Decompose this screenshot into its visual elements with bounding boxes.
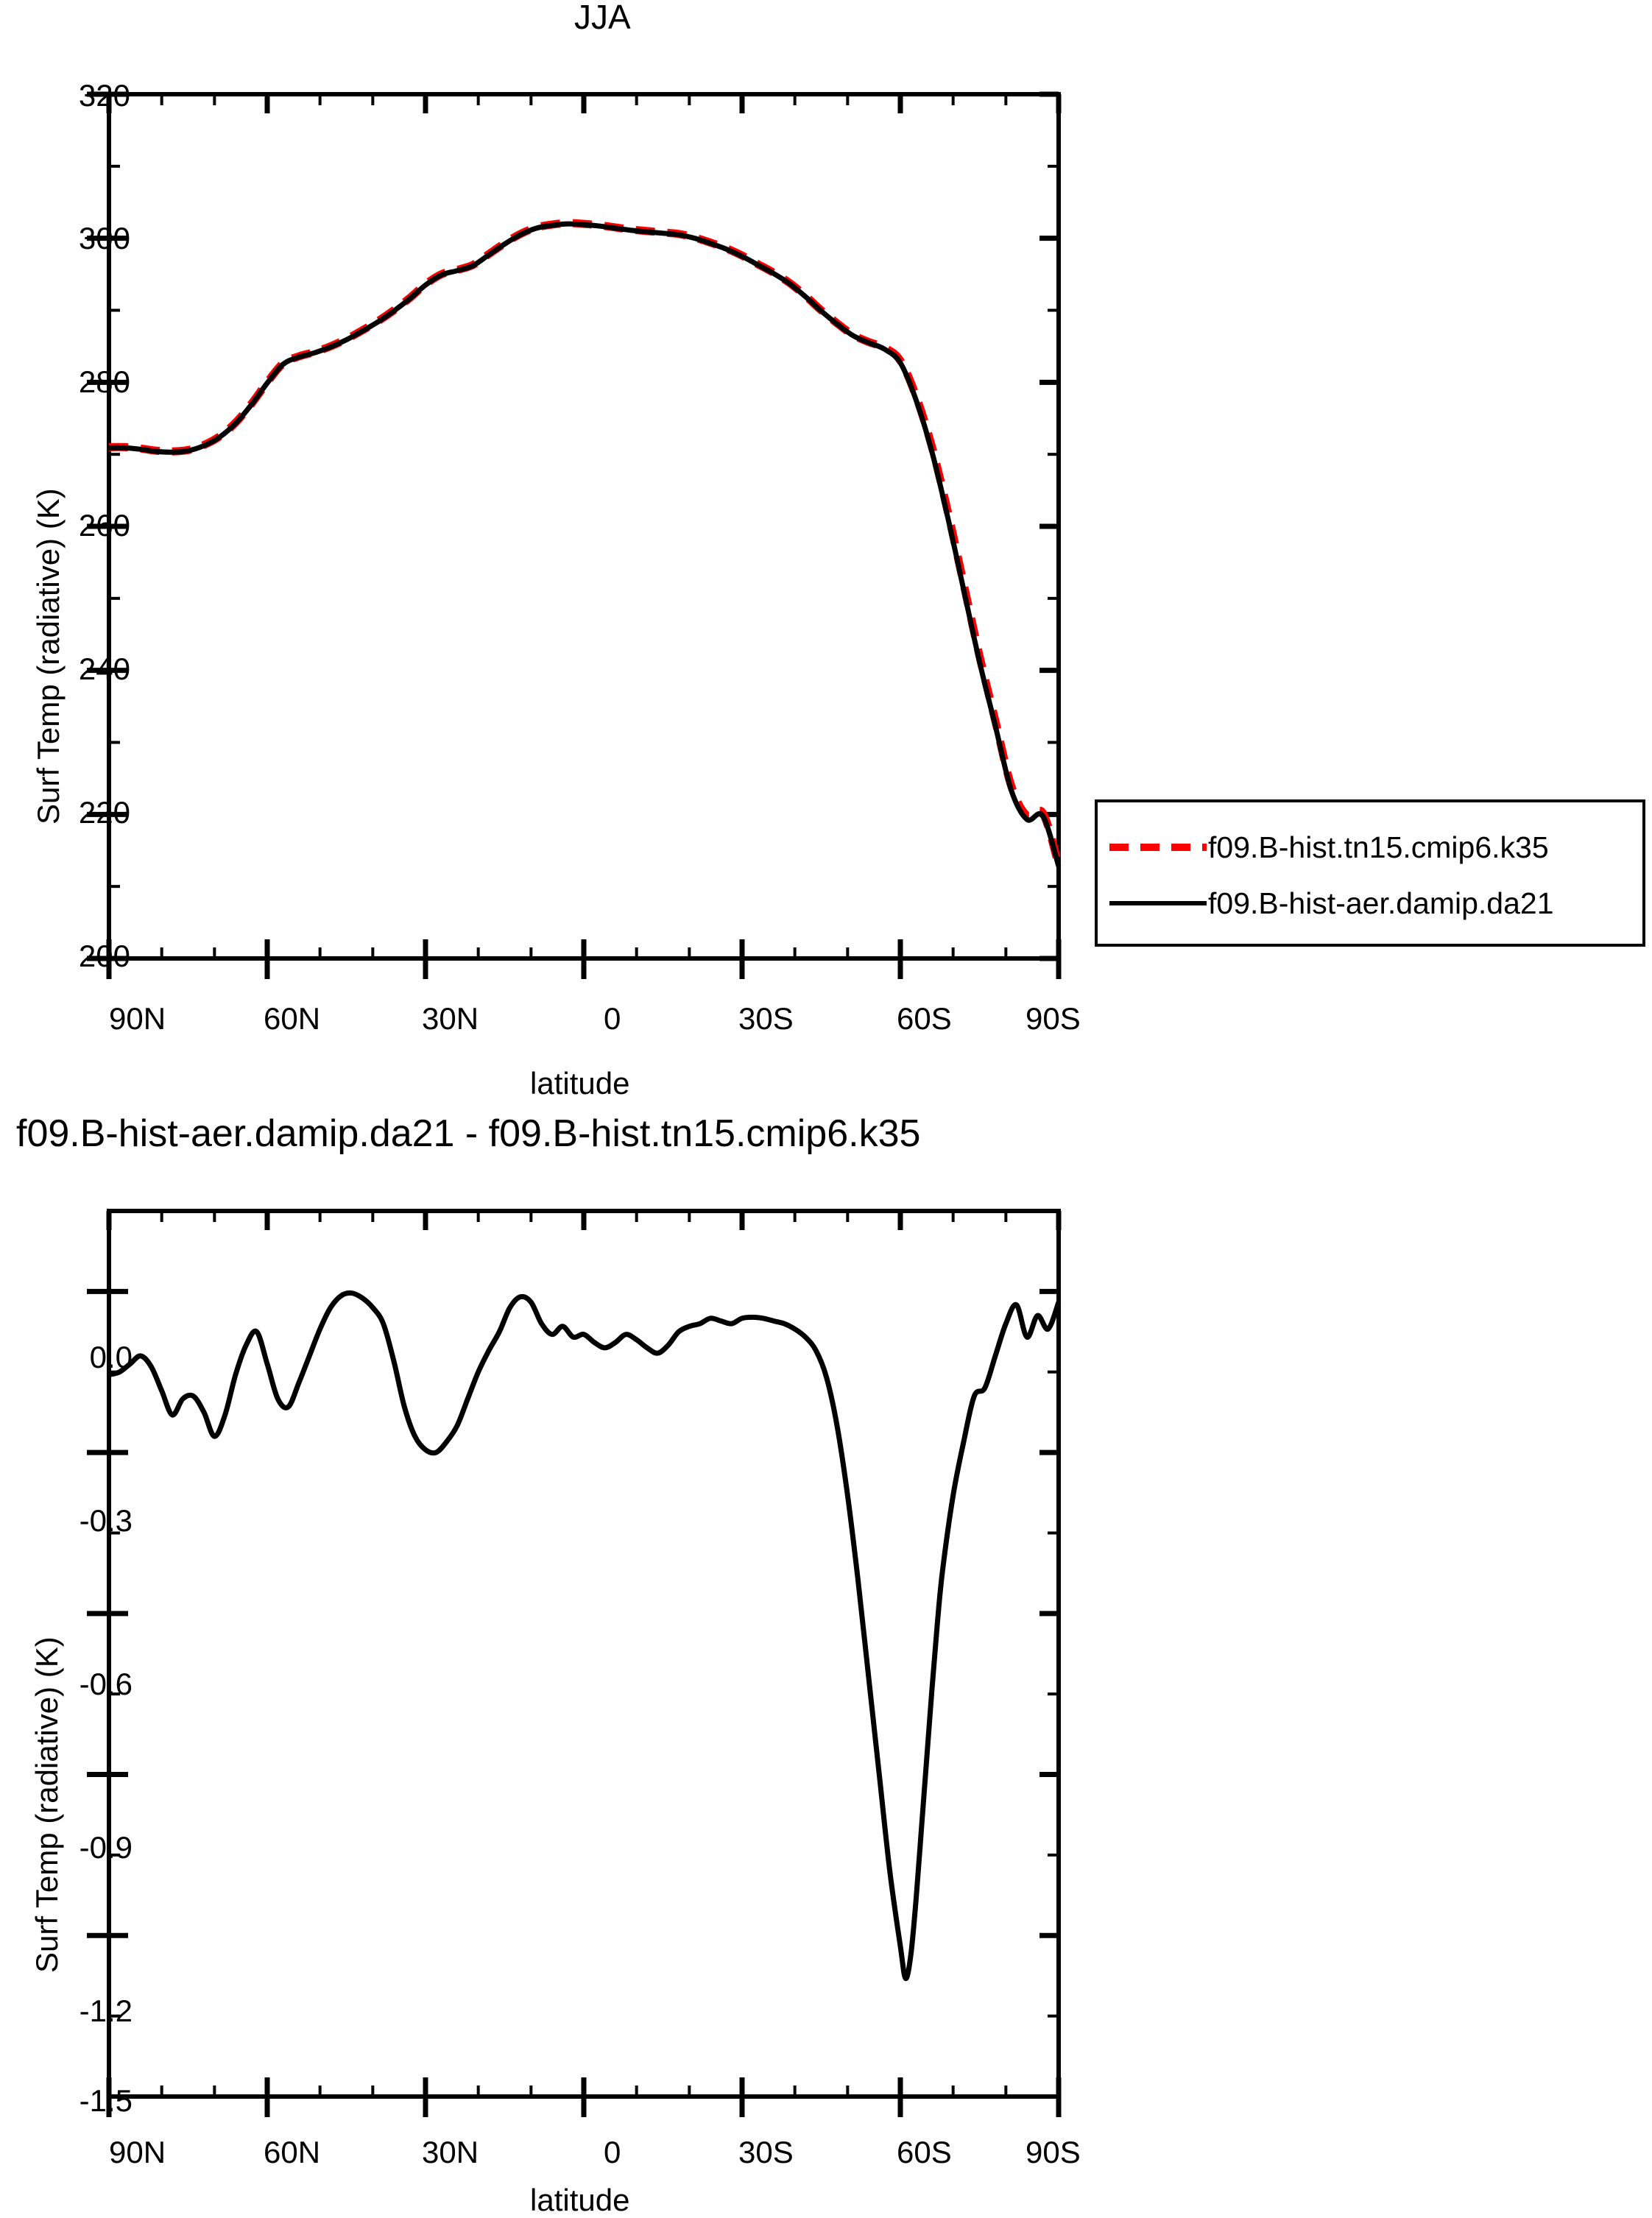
- bottom-ytick-label--0.3: -0.3: [79, 1503, 133, 1538]
- bottom-panel-plot: [0, 1178, 1148, 2135]
- series-line-0: [108, 1290, 1062, 1982]
- bottom-panel-title: f09.B-hist-aer.damip.da21 - f09.B-hist.t…: [16, 1112, 921, 1155]
- legend-swatch-solid-black-line: [1109, 901, 1207, 905]
- series-line-1: [108, 221, 1062, 867]
- bottom-xtick-label-60S: 60S: [897, 2135, 952, 2169]
- bottom-xtick-label-0: 0: [604, 2135, 621, 2169]
- legend-label-0: f09.B-hist.tn15.cmip6.k35: [1208, 830, 1549, 864]
- legend: f09.B-hist.tn15.cmip6.k35 f09.B-hist-aer…: [1095, 799, 1645, 947]
- series-line-0: [108, 219, 1063, 866]
- bottom-xtick-label-60N: 60N: [264, 2135, 321, 2169]
- top-xtick-label-90S: 90S: [1026, 1001, 1081, 1036]
- bottom-ytick-label--1.2: -1.2: [79, 1993, 133, 2028]
- bottom-ytick-label--0.6: -0.6: [79, 1667, 133, 1701]
- bottom-xtick-label-30N: 30N: [422, 2135, 479, 2169]
- top-xtick-label-0: 0: [604, 1001, 621, 1036]
- bottom-xtick-label-90S: 90S: [1026, 2135, 1081, 2169]
- top-xtick-label-60S: 60S: [897, 1001, 952, 1036]
- bottom-ytick-label--0.9: -0.9: [79, 1830, 133, 1865]
- top-xtick-label-30N: 30N: [422, 1001, 479, 1036]
- top-panel-svg: [87, 91, 1063, 979]
- top-panel-title: JJA: [574, 0, 631, 36]
- top-panel-xlabel: latitude: [530, 1066, 630, 1101]
- bottom-panel-svg: [87, 1209, 1062, 2117]
- top-panel-plot: [0, 0, 1148, 986]
- legend-entry-0: f09.B-hist.tn15.cmip6.k35: [1098, 824, 1642, 870]
- legend-label-1: f09.B-hist-aer.damip.da21: [1208, 886, 1554, 920]
- legend-swatch-dashed-red-line: [1109, 844, 1207, 851]
- bottom-xtick-label-30S: 30S: [738, 2135, 794, 2169]
- bottom-panel-xlabel: latitude: [530, 2183, 630, 2217]
- top-xtick-label-60N: 60N: [264, 1001, 321, 1036]
- bottom-ytick-label--1.5: -1.5: [79, 2083, 133, 2118]
- legend-entry-1: f09.B-hist-aer.damip.da21: [1098, 880, 1642, 926]
- top-xtick-label-30S: 30S: [738, 1001, 794, 1036]
- bottom-xtick-label-90N: 90N: [109, 2135, 166, 2169]
